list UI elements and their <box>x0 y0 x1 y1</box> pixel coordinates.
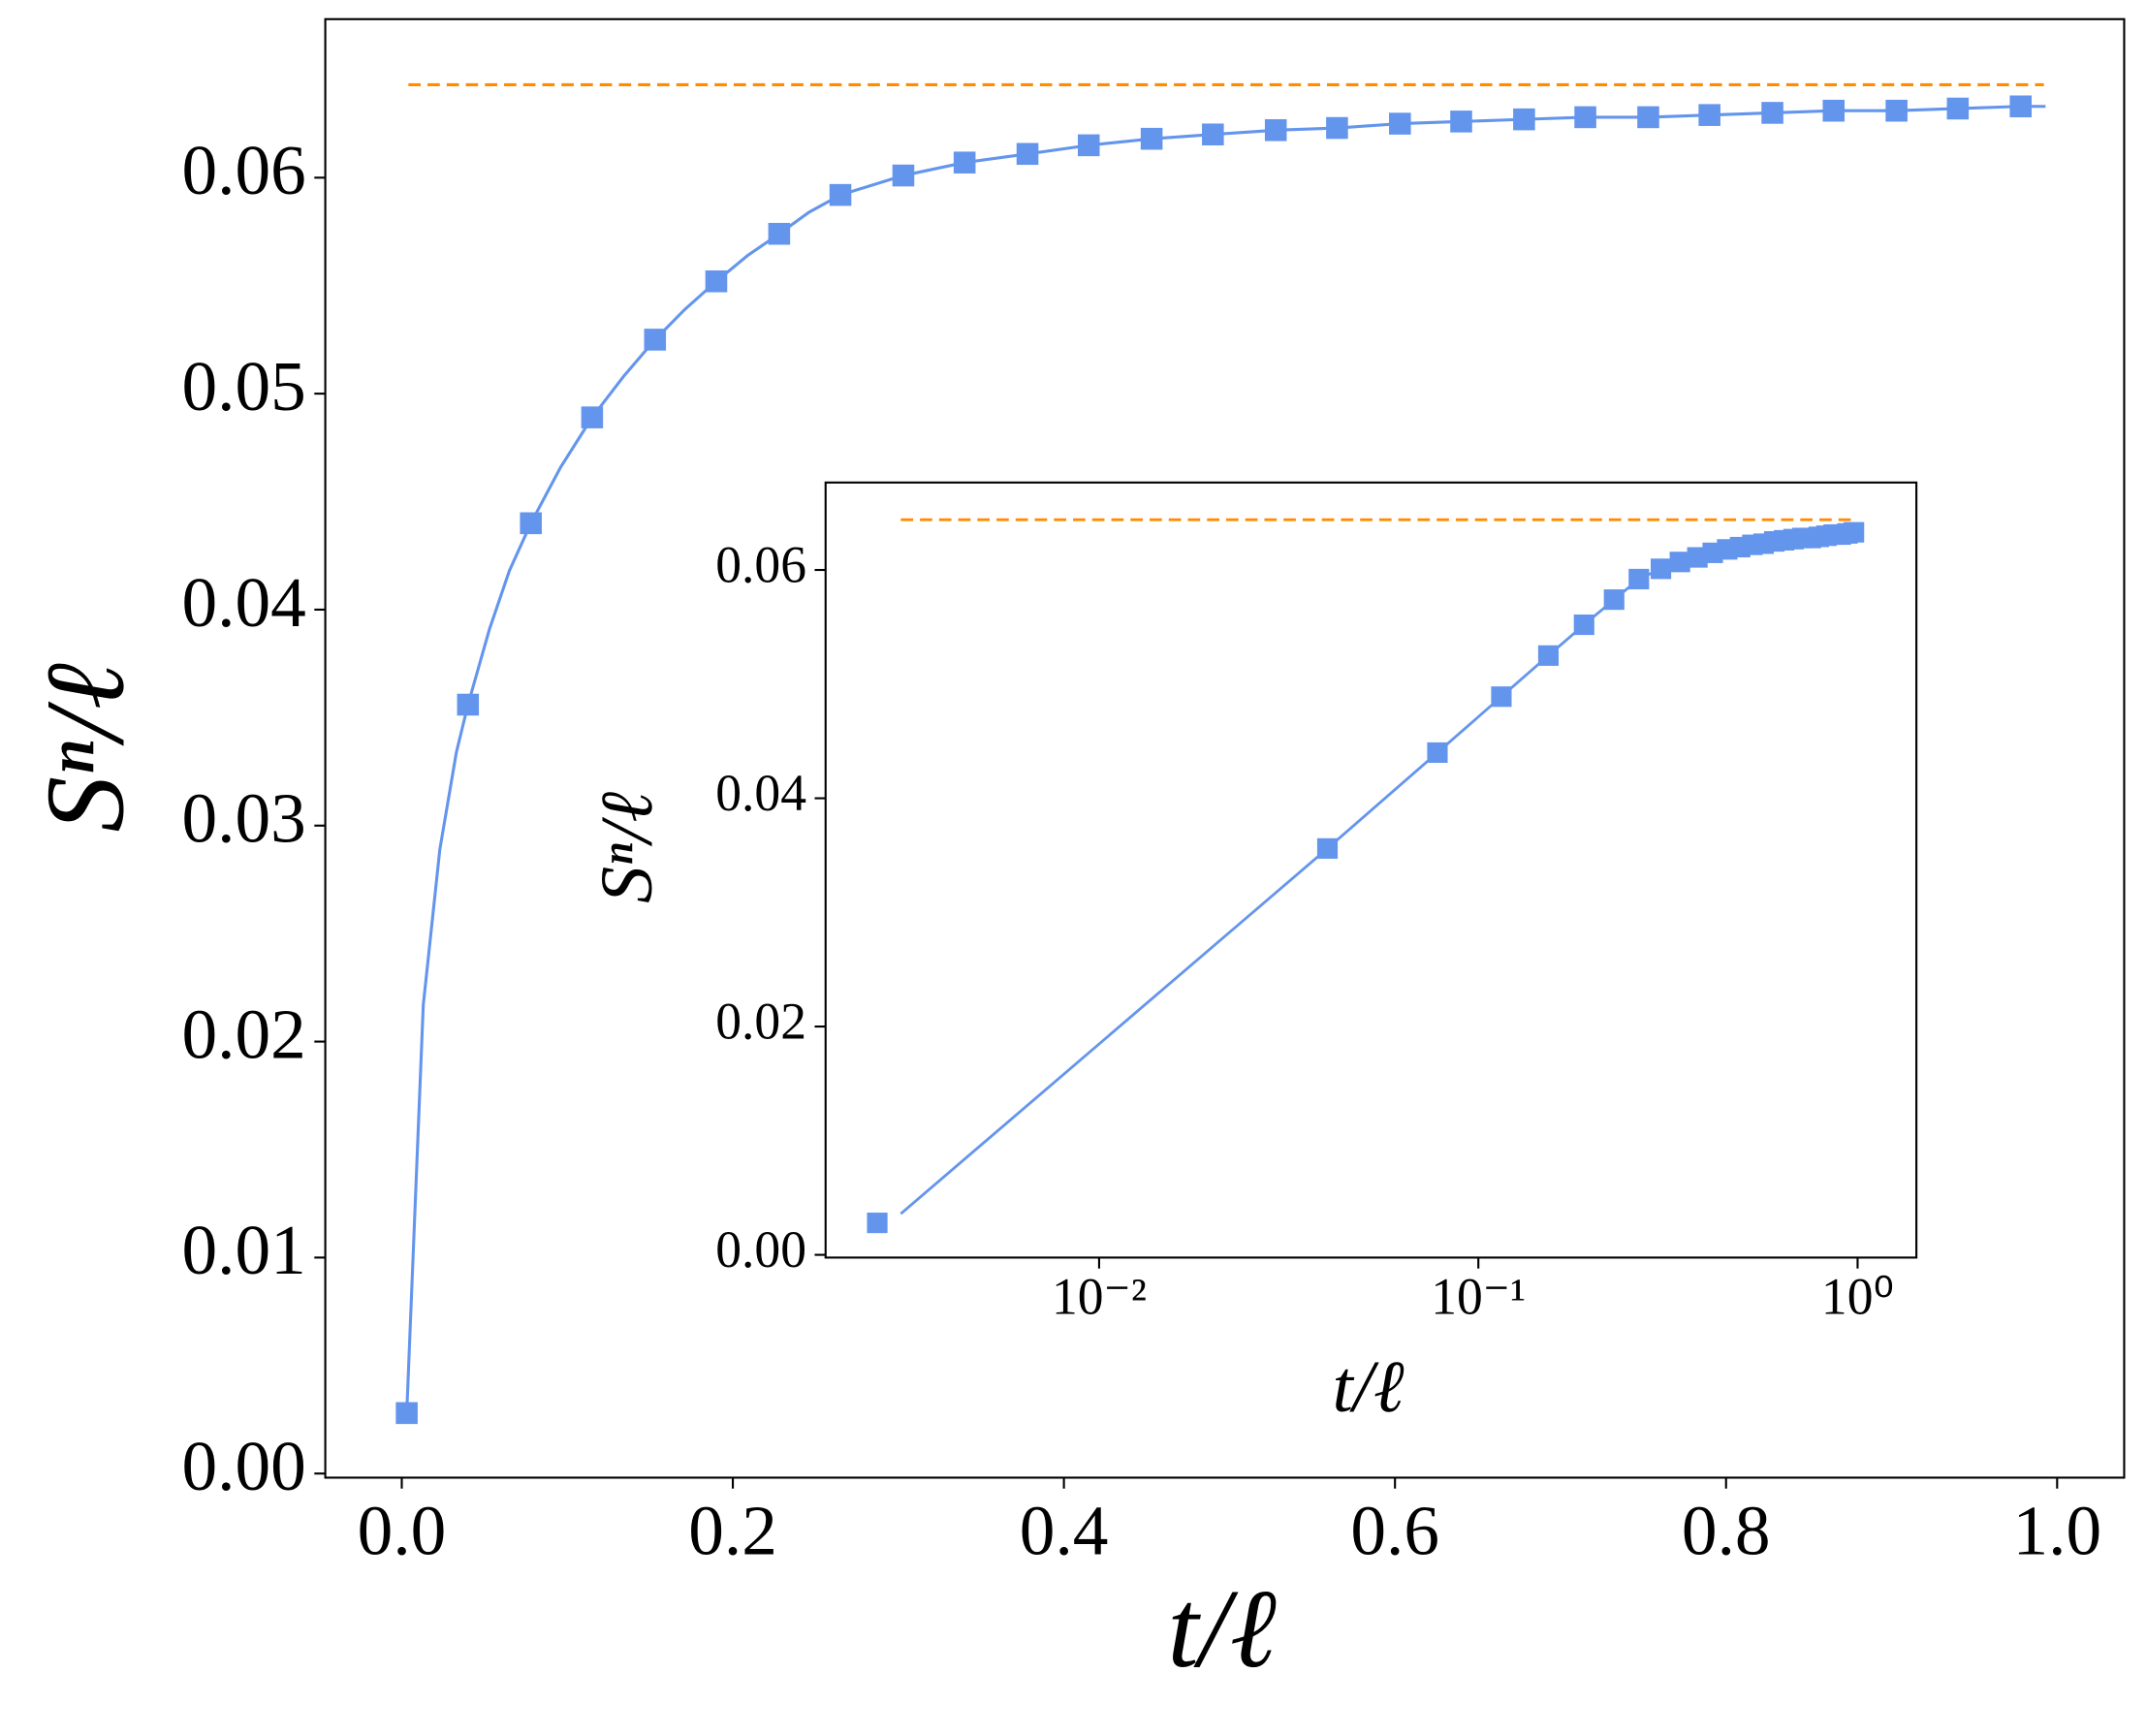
marker <box>1140 127 1163 150</box>
marker <box>1573 614 1594 636</box>
marker <box>1687 547 1708 568</box>
marker <box>395 1402 418 1425</box>
x-tick-label: 10⁰ <box>1821 1267 1894 1325</box>
marker <box>1427 742 1448 764</box>
y-tick-label: 0.05 <box>182 347 306 426</box>
marker <box>520 512 542 535</box>
marker <box>768 222 791 245</box>
marker <box>1513 108 1535 131</box>
marker <box>1016 142 1039 166</box>
y-tick-label: 0.00 <box>182 1427 306 1505</box>
marker <box>867 1213 888 1234</box>
marker <box>705 269 728 293</box>
x-tick-label: 0.0 <box>358 1492 447 1570</box>
marker <box>1574 106 1596 129</box>
marker <box>1946 97 1970 120</box>
y-axis-label: Sⁿ/ℓ <box>24 663 148 833</box>
x-tick-label: 0.4 <box>1020 1492 1109 1570</box>
y-tick-label: 0.02 <box>182 994 306 1073</box>
y-tick-label: 0.02 <box>715 992 806 1050</box>
x-tick-label: 0.2 <box>688 1492 777 1570</box>
x-tick-label: 0.6 <box>1350 1492 1439 1570</box>
marker <box>1698 104 1720 126</box>
x-tick-label: 0.8 <box>1682 1492 1771 1570</box>
marker <box>1628 568 1650 590</box>
marker <box>892 164 915 187</box>
marker <box>1669 552 1690 573</box>
marker <box>1822 99 1846 122</box>
plot-area <box>824 481 1918 1259</box>
y-tick-label: 0.04 <box>182 563 306 642</box>
y-tick-label: 0.03 <box>182 779 306 858</box>
y-tick-label: 0.01 <box>182 1211 306 1289</box>
x-axis-label: t/ℓ <box>1168 1567 1277 1691</box>
marker <box>457 693 480 716</box>
marker <box>1491 686 1512 708</box>
x-axis-label: t/ℓ <box>1333 1346 1404 1428</box>
y-tick-label: 0.04 <box>715 764 806 822</box>
y-tick-label: 0.00 <box>715 1220 806 1278</box>
marker <box>953 151 976 174</box>
marker <box>1650 558 1672 580</box>
marker <box>1450 110 1472 133</box>
marker <box>1077 134 1100 157</box>
x-tick-label: 1.0 <box>2012 1492 2101 1570</box>
marker <box>644 329 667 351</box>
marker <box>1885 99 1908 122</box>
y-tick-label: 0.06 <box>715 535 806 593</box>
marker <box>2009 95 2033 118</box>
y-axis-label: Sⁿ/ℓ <box>586 792 668 903</box>
x-tick-label: 10⁻¹ <box>1431 1267 1526 1325</box>
marker <box>1603 589 1625 611</box>
marker <box>1761 102 1783 124</box>
marker <box>829 183 852 206</box>
marker <box>581 406 604 428</box>
marker <box>1537 645 1560 666</box>
marker <box>1202 123 1224 146</box>
marker <box>1389 112 1411 135</box>
marker <box>1264 118 1287 142</box>
y-tick-label: 0.06 <box>182 131 306 209</box>
marker <box>1326 116 1348 140</box>
marker <box>1844 521 1865 543</box>
marker <box>1637 106 1659 129</box>
x-tick-label: 10⁻² <box>1052 1267 1147 1325</box>
marker <box>1316 837 1339 859</box>
